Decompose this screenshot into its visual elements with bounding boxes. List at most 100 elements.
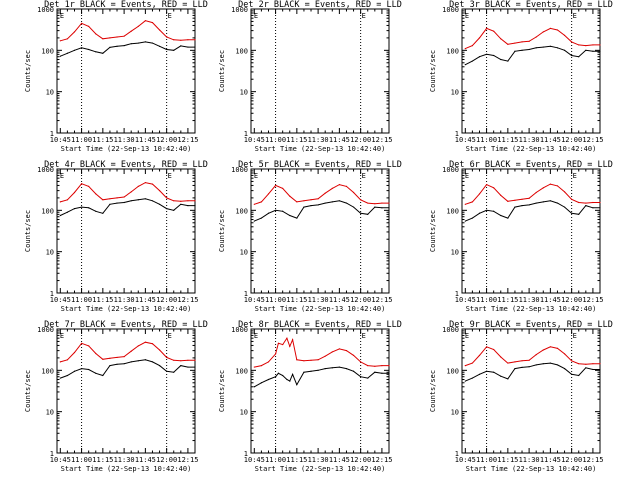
- data-point: [88, 48, 90, 51]
- y-tick-label: 1000: [37, 6, 54, 14]
- y-axis-label: Counts/sec: [218, 50, 226, 92]
- data-point: [151, 21, 154, 24]
- data-point: [88, 185, 90, 187]
- data-point: [331, 201, 333, 203]
- data-point: [471, 60, 473, 62]
- data-point: [310, 359, 312, 361]
- series-line-events: [254, 366, 389, 388]
- data-point: [471, 377, 473, 379]
- y-tick-label: 1000: [442, 326, 459, 334]
- event-marker: E: [168, 172, 172, 180]
- event-marker: E: [254, 332, 258, 340]
- data-point: [158, 365, 161, 367]
- y-tick-label: 1000: [442, 6, 459, 14]
- data-point: [180, 365, 182, 367]
- data-point: [464, 380, 466, 382]
- data-point: [88, 207, 90, 209]
- data-point: [535, 191, 537, 194]
- plot-frame: [461, 328, 601, 454]
- x-tick-label: 12:15: [582, 456, 603, 464]
- data-point: [88, 345, 90, 347]
- data-point: [260, 365, 262, 367]
- x-axis-label: Start Time (22-Sep-13 10:42:40): [255, 305, 386, 313]
- data-point: [549, 346, 551, 348]
- data-point: [464, 220, 466, 222]
- chart-title: Det 2r BLACK = Events, RED = LLD: [238, 0, 402, 10]
- data-point: [585, 49, 587, 51]
- chart-panel-3: Det 3r BLACK = Events, RED = LLD 1 10 100 10…: [429, 0, 613, 153]
- x-tick-label: 10:45: [244, 296, 265, 304]
- data-point: [367, 377, 369, 379]
- data-point: [137, 42, 139, 44]
- data-point: [260, 201, 262, 203]
- data-point: [549, 183, 551, 185]
- x-axis-label: Start Time (22-Sep-13 10:42:40): [61, 145, 192, 153]
- data-point: [592, 44, 594, 46]
- y-tick-label: 1: [244, 130, 248, 138]
- data-point: [381, 365, 383, 367]
- data-point: [123, 363, 125, 365]
- event-marker: E: [60, 172, 64, 180]
- x-tick-label: 11:30: [308, 456, 329, 464]
- data-point: [507, 217, 509, 219]
- data-point: [485, 27, 488, 29]
- data-point: [493, 30, 495, 32]
- data-point: [345, 350, 348, 352]
- y-axis-label: Counts/sec: [218, 210, 226, 252]
- data-point: [59, 361, 61, 363]
- data-point: [187, 200, 189, 202]
- data-point: [80, 22, 83, 24]
- series-line-lld: [60, 182, 195, 203]
- y-tick-label: 10: [240, 89, 248, 97]
- x-tick-label: 12:00: [156, 296, 177, 304]
- data-point: [521, 198, 523, 200]
- data-point: [556, 47, 559, 49]
- data-point: [260, 217, 262, 219]
- x-tick-label: 10:45: [50, 296, 71, 304]
- data-point: [388, 207, 390, 209]
- data-point: [521, 205, 523, 207]
- event-marker: E: [362, 332, 366, 340]
- data-point: [310, 370, 312, 372]
- data-point: [388, 372, 390, 374]
- data-point: [303, 371, 305, 373]
- data-point: [144, 359, 146, 361]
- data-point: [144, 181, 146, 184]
- data-point: [282, 374, 284, 377]
- data-point: [277, 342, 280, 344]
- data-point: [338, 366, 340, 368]
- data-point: [267, 212, 270, 214]
- x-tick-label: 12:15: [582, 296, 603, 304]
- data-point: [80, 342, 83, 344]
- data-point: [123, 355, 125, 358]
- data-point: [194, 366, 196, 368]
- data-point: [166, 48, 168, 51]
- event-marker: E: [254, 12, 258, 20]
- data-point: [102, 374, 104, 377]
- data-point: [59, 55, 61, 57]
- data-point: [166, 197, 168, 199]
- plot-frame: [56, 328, 196, 454]
- y-tick-label: 1: [455, 450, 459, 458]
- plot-frame: [250, 168, 390, 294]
- y-tick-label: 100: [446, 47, 459, 55]
- data-point: [95, 193, 97, 195]
- chart-title: Det 5r BLACK = Events, RED = LLD: [238, 160, 402, 170]
- y-tick-label: 10: [46, 89, 54, 97]
- data-point: [289, 380, 291, 382]
- x-tick-label: 10:45: [50, 136, 71, 144]
- chart-title: Det 3r BLACK = Events, RED = LLD: [449, 0, 613, 10]
- y-tick-label: 100: [446, 367, 459, 375]
- event-marker: E: [573, 172, 577, 180]
- data-point: [73, 208, 76, 210]
- data-point: [303, 200, 305, 202]
- data-point: [478, 37, 481, 39]
- data-point: [289, 345, 291, 347]
- series-line-events: [60, 359, 195, 379]
- data-point: [599, 368, 601, 371]
- x-tick-label: 11:00: [71, 136, 92, 144]
- data-point: [144, 41, 146, 43]
- event-marker: E: [60, 332, 64, 340]
- event-marker: E: [573, 332, 577, 340]
- x-tick-label: 11:00: [476, 296, 497, 304]
